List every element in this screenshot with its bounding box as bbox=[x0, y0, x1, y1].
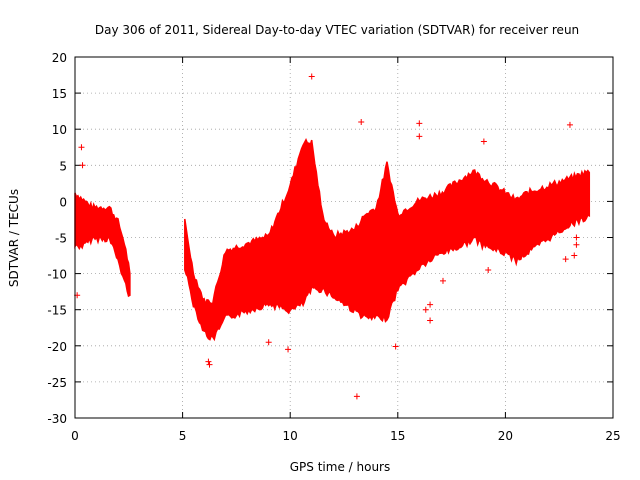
data-point bbox=[427, 301, 434, 308]
data-point bbox=[422, 306, 429, 313]
x-tick-label: 0 bbox=[71, 429, 79, 443]
data-point bbox=[353, 393, 360, 400]
data-point bbox=[571, 252, 578, 259]
data-band bbox=[74, 137, 591, 342]
x-tick-label: 10 bbox=[283, 429, 298, 443]
data-point bbox=[308, 73, 315, 80]
data-point bbox=[427, 317, 434, 324]
data-point bbox=[416, 133, 423, 140]
x-axis-label: GPS time / hours bbox=[290, 460, 391, 474]
y-tick-label: 0 bbox=[59, 195, 67, 209]
y-tick-label: 15 bbox=[52, 87, 67, 101]
y-tick-label: 10 bbox=[52, 123, 67, 137]
x-tick-label: 5 bbox=[179, 429, 187, 443]
data-point bbox=[285, 346, 292, 353]
y-tick-label: -5 bbox=[55, 232, 67, 246]
x-tick-label: 15 bbox=[390, 429, 405, 443]
data-point bbox=[78, 144, 85, 151]
y-tick-label: 5 bbox=[59, 159, 67, 173]
y-tick-label: -30 bbox=[47, 412, 67, 426]
data-point bbox=[206, 361, 213, 368]
data-point bbox=[573, 234, 580, 241]
data-point bbox=[392, 343, 399, 350]
data-point bbox=[358, 118, 365, 125]
y-tick-label: -15 bbox=[47, 304, 67, 318]
data-point bbox=[79, 162, 86, 169]
data-point bbox=[562, 256, 569, 263]
data-band-segment bbox=[74, 192, 131, 298]
x-tick-label: 25 bbox=[605, 429, 620, 443]
y-axis-label: SDTVAR / TECUs bbox=[7, 189, 21, 287]
axis-ticks: -30 -25 -20 -15 -10 -5 0 5 10 15 20 0 5 10 15 20 25 bbox=[47, 51, 620, 443]
y-tick-label: -20 bbox=[47, 340, 67, 354]
data-point bbox=[480, 138, 487, 145]
data-points bbox=[74, 73, 580, 400]
plot-frame bbox=[74, 56, 614, 419]
data-point bbox=[485, 266, 492, 273]
data-point bbox=[573, 241, 580, 248]
y-tick-label: 20 bbox=[52, 51, 67, 65]
data-band-segment bbox=[184, 137, 591, 342]
data-point bbox=[265, 339, 272, 346]
data-point bbox=[566, 121, 573, 128]
chart-title: Day 306 of 2011, Sidereal Day-to-day VTE… bbox=[95, 23, 579, 37]
data-point bbox=[439, 277, 446, 284]
data-point bbox=[416, 120, 423, 127]
data-point bbox=[205, 358, 212, 365]
x-tick-label: 20 bbox=[498, 429, 513, 443]
y-tick-label: -25 bbox=[47, 376, 67, 390]
y-tick-label: -10 bbox=[47, 268, 67, 282]
